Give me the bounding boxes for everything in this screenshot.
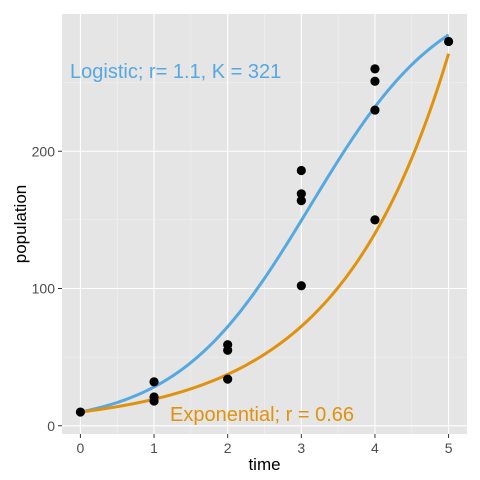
data-point xyxy=(223,345,233,355)
data-point xyxy=(370,105,380,115)
exponential-curve xyxy=(80,53,451,414)
model-curves xyxy=(80,33,451,414)
y-tick-label: 0 xyxy=(47,418,55,434)
data-point xyxy=(296,165,306,176)
data-point xyxy=(370,64,380,74)
x-tick-label: 0 xyxy=(77,440,85,456)
x-tick-label: 3 xyxy=(297,440,305,456)
x-tick-label: 4 xyxy=(371,440,379,456)
data-point xyxy=(223,374,233,384)
y-axis: 0 100 200 xyxy=(32,143,62,434)
data-point xyxy=(149,396,159,406)
data-points xyxy=(75,36,454,417)
data-point xyxy=(370,76,380,86)
data-point xyxy=(296,189,306,199)
x-tick-label: 1 xyxy=(150,440,158,456)
logistic-curve xyxy=(80,33,450,414)
data-point xyxy=(149,377,159,387)
data-point xyxy=(296,196,306,206)
data-point xyxy=(75,407,86,417)
x-axis-label: time xyxy=(248,455,280,474)
data-point xyxy=(370,215,380,225)
x-tick-label: 2 xyxy=(224,440,232,456)
grid-lines xyxy=(62,14,467,434)
y-tick-label: 200 xyxy=(32,143,56,159)
y-tick-label: 100 xyxy=(32,281,56,297)
data-point xyxy=(443,36,454,47)
exponential-annotation: Exponential; r = 0.66 xyxy=(170,404,354,426)
data-point xyxy=(296,281,306,291)
x-axis: 0 1 2 3 4 5 xyxy=(77,434,453,456)
x-tick-label: 5 xyxy=(445,440,453,456)
y-axis-label: population xyxy=(11,185,30,263)
logistic-annotation: Logistic; r= 1.1, K = 321 xyxy=(70,61,281,83)
